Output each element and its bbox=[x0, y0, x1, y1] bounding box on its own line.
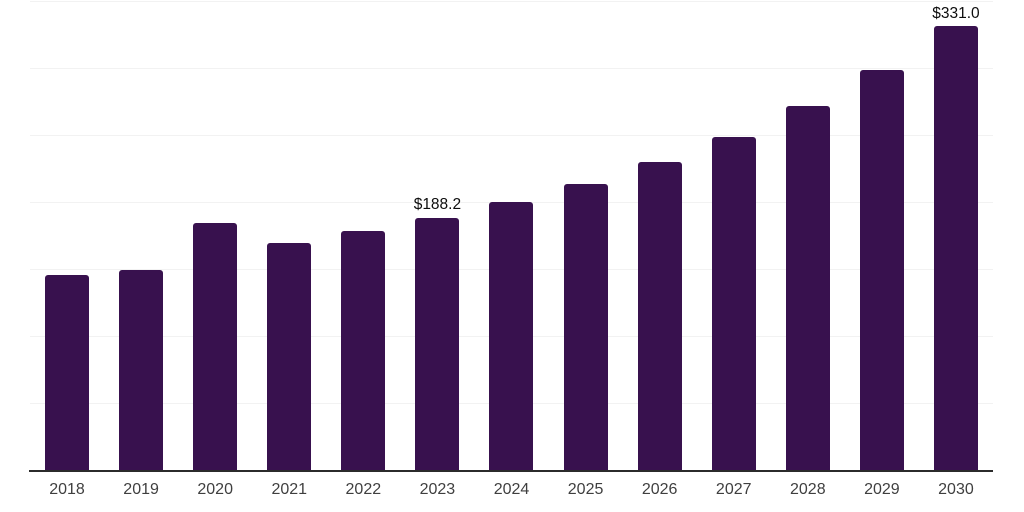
x-tick-label: 2019 bbox=[123, 481, 159, 498]
bar-band bbox=[623, 1, 697, 470]
plot-area: $188.2 $331.0 bbox=[29, 1, 993, 472]
bar[interactable] bbox=[711, 137, 756, 470]
bar-band: $188.2 bbox=[400, 1, 474, 470]
bar[interactable] bbox=[415, 217, 460, 470]
bar-band bbox=[549, 1, 623, 470]
x-tick-label: 2030 bbox=[938, 481, 974, 498]
gridline bbox=[30, 135, 993, 136]
gridline bbox=[30, 68, 993, 69]
bar[interactable] bbox=[119, 270, 164, 470]
x-axis-tick-labels: 2018 2019 2020 2021 2022 2023 2024 2025 2026 2027… bbox=[0, 481, 1024, 505]
bar-value-label: $331.0 bbox=[932, 4, 980, 22]
bar-band bbox=[845, 1, 919, 470]
bar-band bbox=[326, 1, 400, 470]
bar-band bbox=[771, 1, 845, 470]
gridline bbox=[30, 1, 993, 2]
x-tick-label: 2021 bbox=[271, 481, 308, 498]
x-tick-label: 2028 bbox=[790, 481, 826, 498]
bar[interactable] bbox=[341, 230, 386, 470]
bar[interactable] bbox=[267, 242, 312, 470]
bar[interactable] bbox=[563, 184, 608, 470]
bar[interactable] bbox=[193, 223, 238, 470]
x-tick-label: 2022 bbox=[345, 481, 382, 498]
bar-band bbox=[252, 1, 326, 470]
x-tick-label: 2023 bbox=[419, 481, 456, 498]
x-tick-label: 2029 bbox=[864, 481, 900, 498]
bar-band bbox=[474, 1, 548, 470]
x-tick-label: 2024 bbox=[493, 481, 530, 498]
x-tick-label: 2018 bbox=[49, 481, 85, 498]
bar-band bbox=[697, 1, 771, 470]
x-tick-label: 2020 bbox=[197, 481, 233, 498]
x-tick-label: 2026 bbox=[641, 481, 678, 498]
bar-band bbox=[104, 1, 178, 470]
bar[interactable] bbox=[637, 162, 682, 470]
bar-band bbox=[30, 1, 104, 470]
bar[interactable] bbox=[45, 274, 90, 470]
bar-value-label: $188.2 bbox=[413, 196, 462, 214]
bar[interactable] bbox=[785, 106, 830, 470]
bar[interactable] bbox=[489, 202, 534, 470]
bar[interactable] bbox=[859, 70, 904, 470]
bar-band bbox=[178, 1, 252, 470]
x-axis-line bbox=[29, 470, 993, 472]
x-tick-label: 2025 bbox=[567, 481, 604, 498]
bar-band: $331.0 bbox=[919, 1, 993, 470]
bar[interactable] bbox=[933, 26, 978, 470]
x-tick-label: 2027 bbox=[715, 481, 752, 498]
